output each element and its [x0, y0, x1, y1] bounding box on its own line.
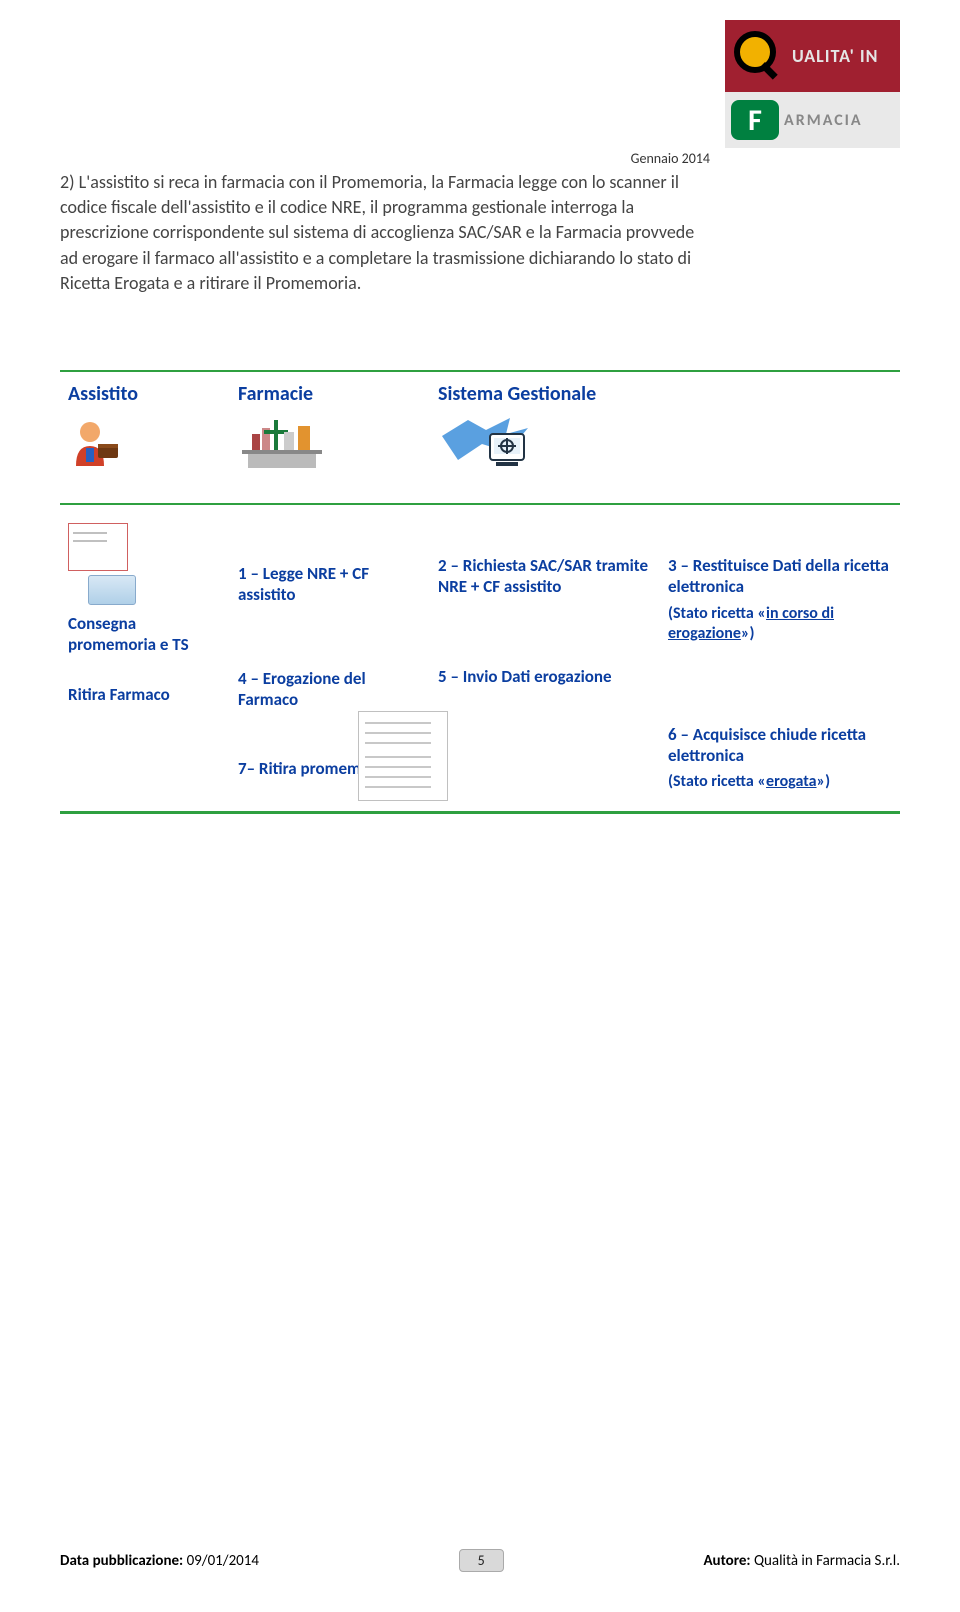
farmacie-icon	[238, 416, 422, 477]
step-3-sub: (Stato ricetta «in corso di erogazione»)	[668, 604, 892, 644]
step-ritira-farmaco: Ritira Farmaco	[68, 684, 222, 705]
mini-form-icon	[68, 523, 128, 571]
logo-qualita-text: UALITA' IN	[792, 45, 879, 67]
step-2: 2 – Richiesta SAC/SAR tramite NRE + CF a…	[438, 555, 652, 598]
header-date: Gennaio 2014	[631, 150, 710, 167]
brand-logo: UALITA' IN F ARMACIA	[725, 20, 900, 148]
step-6-sub: (Stato ricetta «erogata»)	[668, 772, 892, 792]
diagram-body-row: Consegna promemoria e TS Ritira Farmaco …	[60, 505, 900, 814]
diagram-body-col4: 3 – Restituisce Dati della ricetta elett…	[660, 505, 900, 811]
assistito-icon	[68, 416, 222, 475]
logo-farmacia-row: F ARMACIA	[725, 92, 900, 148]
page-footer: Data pubblicazione: 09/01/2014 5 Autore:…	[60, 1549, 900, 1572]
logo-qualita-row: UALITA' IN	[725, 20, 900, 92]
footer-left: Data pubblicazione: 09/01/2014	[60, 1552, 259, 1570]
page-number-badge: 5	[459, 1549, 504, 1572]
diagram-header-farmacie: Farmacie	[230, 372, 430, 503]
step-1: 1 – Legge NRE + CF assistito	[238, 563, 422, 606]
diagram-header-empty	[660, 372, 900, 503]
diagram-header-assistito: Assistito	[60, 372, 230, 503]
mini-form2-icon	[358, 711, 448, 801]
step-4: 4 – Erogazione del Farmaco	[238, 668, 422, 711]
process-diagram: Assistito Farmacie	[60, 370, 900, 814]
step-consegna: Consegna promemoria e TS	[68, 613, 222, 656]
mini-card-icon	[88, 575, 136, 605]
logo-f-icon: F	[731, 100, 779, 140]
diagram-body-col1: Consegna promemoria e TS Ritira Farmaco	[60, 505, 230, 811]
diagram-body-col3: 2 – Richiesta SAC/SAR tramite NRE + CF a…	[430, 505, 660, 811]
logo-farmacia-text: ARMACIA	[784, 111, 863, 130]
magnifier-q-icon	[731, 28, 787, 84]
footer-right: Autore: Qualità in Farmacia S.r.l.	[703, 1552, 900, 1570]
diagram-header-row: Assistito Farmacie	[60, 370, 900, 505]
body-paragraph: 2) L'assistito si reca in farmacia con i…	[60, 170, 710, 296]
step-6: 6 – Acquisisce chiude ricetta elettronic…	[668, 724, 892, 767]
step-3: 3 – Restituisce Dati della ricetta elett…	[668, 555, 892, 598]
diagram-header-sistema: Sistema Gestionale	[430, 372, 660, 503]
sistema-icon	[438, 416, 652, 481]
step-5: 5 – Invio Dati erogazione	[438, 666, 652, 687]
